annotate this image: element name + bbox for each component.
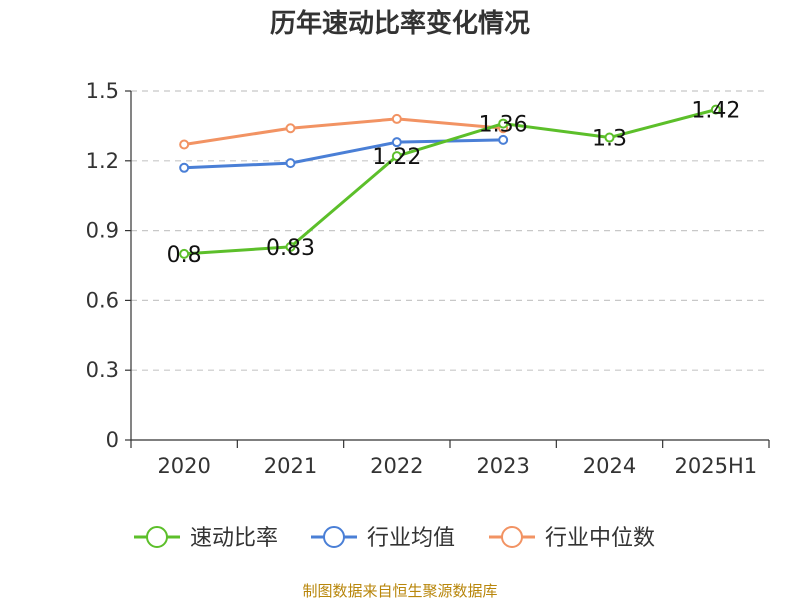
- y-tick-label-3: 0.9: [86, 219, 119, 243]
- series-0-point-0: [179, 248, 190, 259]
- data-label-1: 0.83: [266, 236, 315, 261]
- series-line-2: [183, 117, 504, 146]
- x-tick-label-2: 2022: [370, 454, 423, 478]
- series-0-point-4: [604, 132, 615, 143]
- series-2-point-0: [179, 139, 190, 150]
- legend-label-0: 速动比率: [190, 526, 278, 551]
- series-2-point-1: [285, 123, 296, 134]
- data-label-5: 1.42: [691, 99, 740, 124]
- legend-label-1: 行业均值: [367, 526, 455, 551]
- data-label-0: 0.8: [167, 243, 202, 268]
- data-label-2: 1.22: [372, 145, 421, 170]
- series-0-point-5: [710, 104, 721, 115]
- x-tick-label-5: 2025H1: [675, 454, 758, 478]
- series-1-point-2: [391, 137, 402, 148]
- y-tick-label-4: 1.2: [86, 149, 119, 173]
- series-line-1: [184, 138, 504, 170]
- legend-marker-1: [323, 526, 345, 548]
- chart-title: 历年速动比率变化情况: [270, 8, 530, 39]
- grid-lines: [131, 90, 769, 371]
- series-0-point-1: [285, 241, 296, 252]
- x-tick-label-4: 2024: [583, 454, 636, 478]
- series-1-point-0: [179, 162, 190, 173]
- legend-label-2: 行业中位数: [545, 526, 655, 551]
- series-1-point-3: [498, 134, 509, 145]
- data-label-3: 1.36: [479, 113, 528, 138]
- series-1-point-1: [285, 158, 296, 169]
- y-tick-label-5: 1.5: [86, 79, 119, 103]
- legend: 速动比率 行业均值 行业中位数: [134, 526, 655, 551]
- series-0-point-2: [391, 151, 402, 162]
- x-tick-label-0: 2020: [157, 454, 210, 478]
- x-tick-label-3: 2023: [476, 454, 529, 478]
- x-tick-label-1: 2021: [264, 454, 317, 478]
- axes: 0 0.3 0.6 0.9 1.2 1.5 2020 2021 2022 2023 2024 2025…: [86, 79, 770, 478]
- source-note: 制图数据来自恒生聚源数据库: [302, 582, 497, 600]
- y-tick-label-0: 0: [106, 428, 119, 452]
- data-label-4: 1.3: [592, 127, 627, 152]
- y-tick-label-1: 0.3: [86, 358, 119, 382]
- series-2-point-2: [391, 113, 402, 124]
- series-0-point-3: [498, 118, 509, 129]
- legend-marker-2: [501, 526, 523, 548]
- y-tick-label-2: 0.6: [86, 288, 119, 312]
- series-group: [179, 104, 721, 259]
- legend-marker-0: [146, 526, 168, 548]
- data-labels: 0.8 0.83 1.22 1.36 1.3 1.42: [167, 99, 741, 268]
- series-line-0: [184, 108, 717, 256]
